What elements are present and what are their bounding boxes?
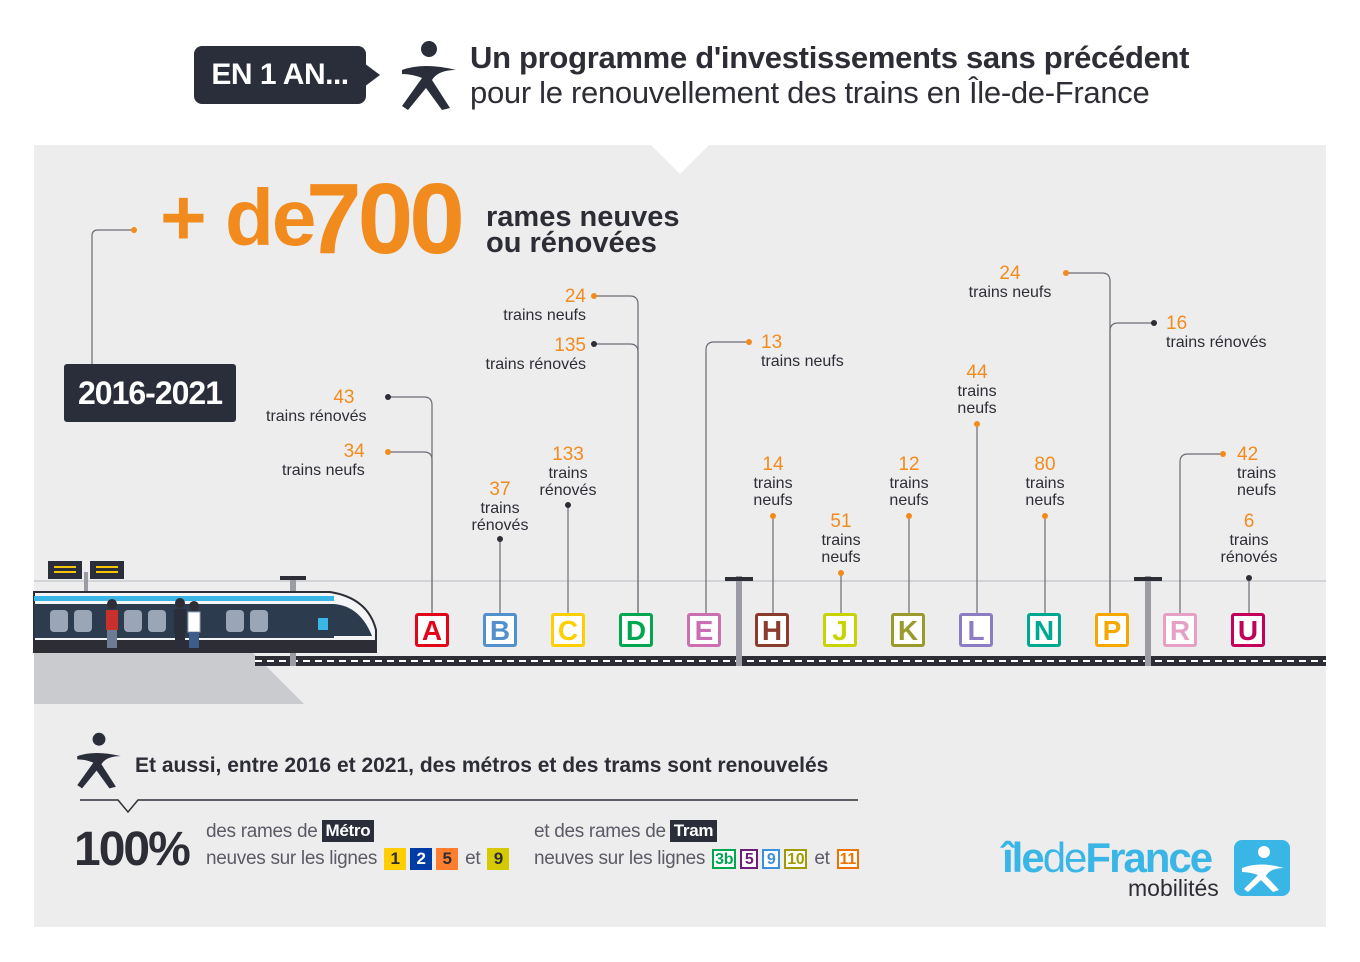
- headline-plus: + de: [160, 173, 316, 262]
- tram-line-9: 9: [762, 849, 781, 869]
- title-line-2: pour le renouvellement des trains en Île…: [470, 75, 1150, 110]
- rer-line-a: A: [415, 613, 449, 647]
- label-p-renoves: 16 trains rénovés: [1166, 313, 1267, 352]
- transilien-line-u: U: [1231, 613, 1265, 647]
- label-c: 133 trains rénovés: [539, 444, 597, 500]
- tram-line-11: 11: [836, 849, 859, 869]
- headline-number: 700: [306, 163, 465, 275]
- label-b: 37 trains rénovés: [471, 479, 529, 535]
- rer-line-c: C: [551, 613, 585, 647]
- runner-icon: [77, 732, 121, 789]
- main-panel: [34, 145, 1326, 927]
- transilien-line-r: R: [1163, 613, 1197, 647]
- logo-wordmark: îledeFrance: [1002, 834, 1213, 881]
- label-d-neufs: 24 trains neufs: [503, 286, 586, 325]
- bottom-title: Et aussi, entre 2016 et 2021, des métros…: [135, 754, 829, 777]
- metro-line-5: 5: [436, 848, 459, 870]
- logo-subtitle: mobilités: [1128, 875, 1219, 901]
- label-l: 44 trains neufs: [957, 362, 997, 418]
- platform: [34, 648, 304, 704]
- logo-icon: [1234, 840, 1290, 896]
- label-j: 51 trains neufs: [821, 511, 861, 567]
- train: [33, 591, 377, 653]
- label-d-renoves: 135 trains rénovés: [485, 335, 587, 374]
- panel-notch: [650, 144, 710, 174]
- metro-and: et: [465, 848, 481, 869]
- label-e: 13 trains neufs: [761, 332, 844, 371]
- runner-logo-icon: [402, 41, 456, 110]
- transilien-line-h: H: [755, 613, 789, 647]
- tram-line-5: 5: [740, 849, 759, 869]
- rer-line-d: D: [619, 613, 653, 647]
- metro-tag: Métro: [321, 820, 375, 842]
- label-r: 42 trains neufs: [1237, 444, 1277, 500]
- headline-sub-2: ou rénovées: [486, 227, 657, 259]
- percent-value: 100%: [74, 823, 191, 876]
- label-a-neufs: 34 trains neufs: [282, 441, 365, 480]
- tram-line-3b: 3b: [712, 849, 737, 869]
- transilien-line-k: K: [891, 613, 925, 647]
- transilien-line-e: E: [687, 613, 721, 647]
- track-rail: [255, 656, 1326, 666]
- label-p-neufs: 24 trains neufs: [968, 263, 1052, 302]
- period-badge: 2016-2021: [64, 364, 236, 422]
- tram-text-2: neuves sur les lignes 3b 5 9 10 et 11: [534, 848, 861, 870]
- metro-line-1: 1: [384, 848, 407, 870]
- transilien-line-l: L: [959, 613, 993, 647]
- title-line-1: Un programme d'investissements sans préc…: [470, 40, 1190, 75]
- label-n: 80 trains neufs: [1025, 454, 1065, 510]
- tram-text-1: et des rames de Tram: [534, 820, 718, 843]
- tram-and: et: [814, 848, 830, 869]
- label-a-renoves: 43 trains rénovés: [266, 387, 367, 426]
- passengers: [106, 598, 201, 648]
- tram-tag: Tram: [669, 820, 718, 842]
- label-h: 14 trains neufs: [753, 454, 793, 510]
- metro-line-2: 2: [410, 848, 433, 870]
- metro-line-9: 9: [487, 848, 510, 870]
- label-u: 6 trains rénovés: [1220, 511, 1278, 567]
- label-k: 12 trains neufs: [889, 454, 929, 510]
- metro-text-1: des rames de Métro: [206, 820, 375, 843]
- badge-arrow: [364, 63, 380, 87]
- header-badge: EN 1 AN...: [194, 46, 366, 104]
- transilien-line-j: J: [823, 613, 857, 647]
- tram-line-10: 10: [784, 849, 808, 869]
- transilien-line-n: N: [1027, 613, 1061, 647]
- rer-line-b: B: [483, 613, 517, 647]
- transilien-line-p: P: [1095, 613, 1129, 647]
- headline-sub-1: rames neuves: [486, 201, 680, 233]
